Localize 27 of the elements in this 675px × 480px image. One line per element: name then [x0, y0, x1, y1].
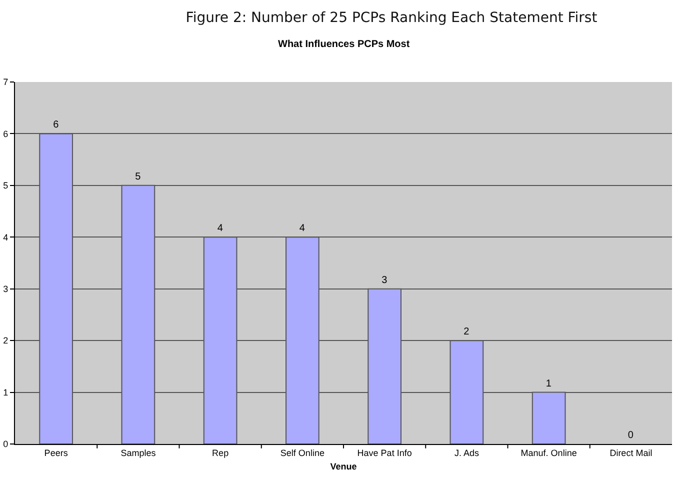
data-label: 3: [382, 274, 388, 286]
y-tick-label: 2: [3, 336, 8, 346]
y-tick-label: 4: [3, 232, 8, 242]
data-label: 4: [217, 223, 224, 234]
y-tick-label: 5: [3, 180, 8, 191]
data-label: 0: [628, 430, 634, 441]
data-label: 2: [464, 326, 470, 338]
data-label: 4: [299, 223, 306, 234]
y-tick-label: 1: [3, 387, 8, 398]
x-axis-title: Venue: [330, 462, 357, 472]
y-tick-label: 3: [3, 284, 8, 294]
data-label: 1: [546, 378, 552, 390]
chart-subtitle: What Influences PCPs Most: [278, 39, 410, 50]
x-tick-label: Have Pat Info: [357, 448, 412, 458]
y-tick-label: 6: [3, 128, 8, 139]
data-label: 6: [53, 120, 60, 131]
x-tick-label: J. Ads: [454, 448, 480, 458]
y-tick-label: 7: [3, 77, 8, 88]
x-tick-label: Samples: [120, 448, 156, 458]
x-tick-label: Manuf. Online: [520, 448, 577, 458]
y-tick-label: 0: [3, 439, 8, 450]
x-tick-label: Rep: [212, 448, 229, 458]
x-tick-label: Direct Mail: [610, 448, 652, 458]
x-tick-label: Self Online: [280, 448, 324, 458]
chart-title: Figure 2: Number of 25 PCPs Ranking Each Statement First: [186, 10, 598, 26]
x-tick-label: Peers: [44, 448, 68, 458]
data-label: 5: [135, 171, 142, 182]
